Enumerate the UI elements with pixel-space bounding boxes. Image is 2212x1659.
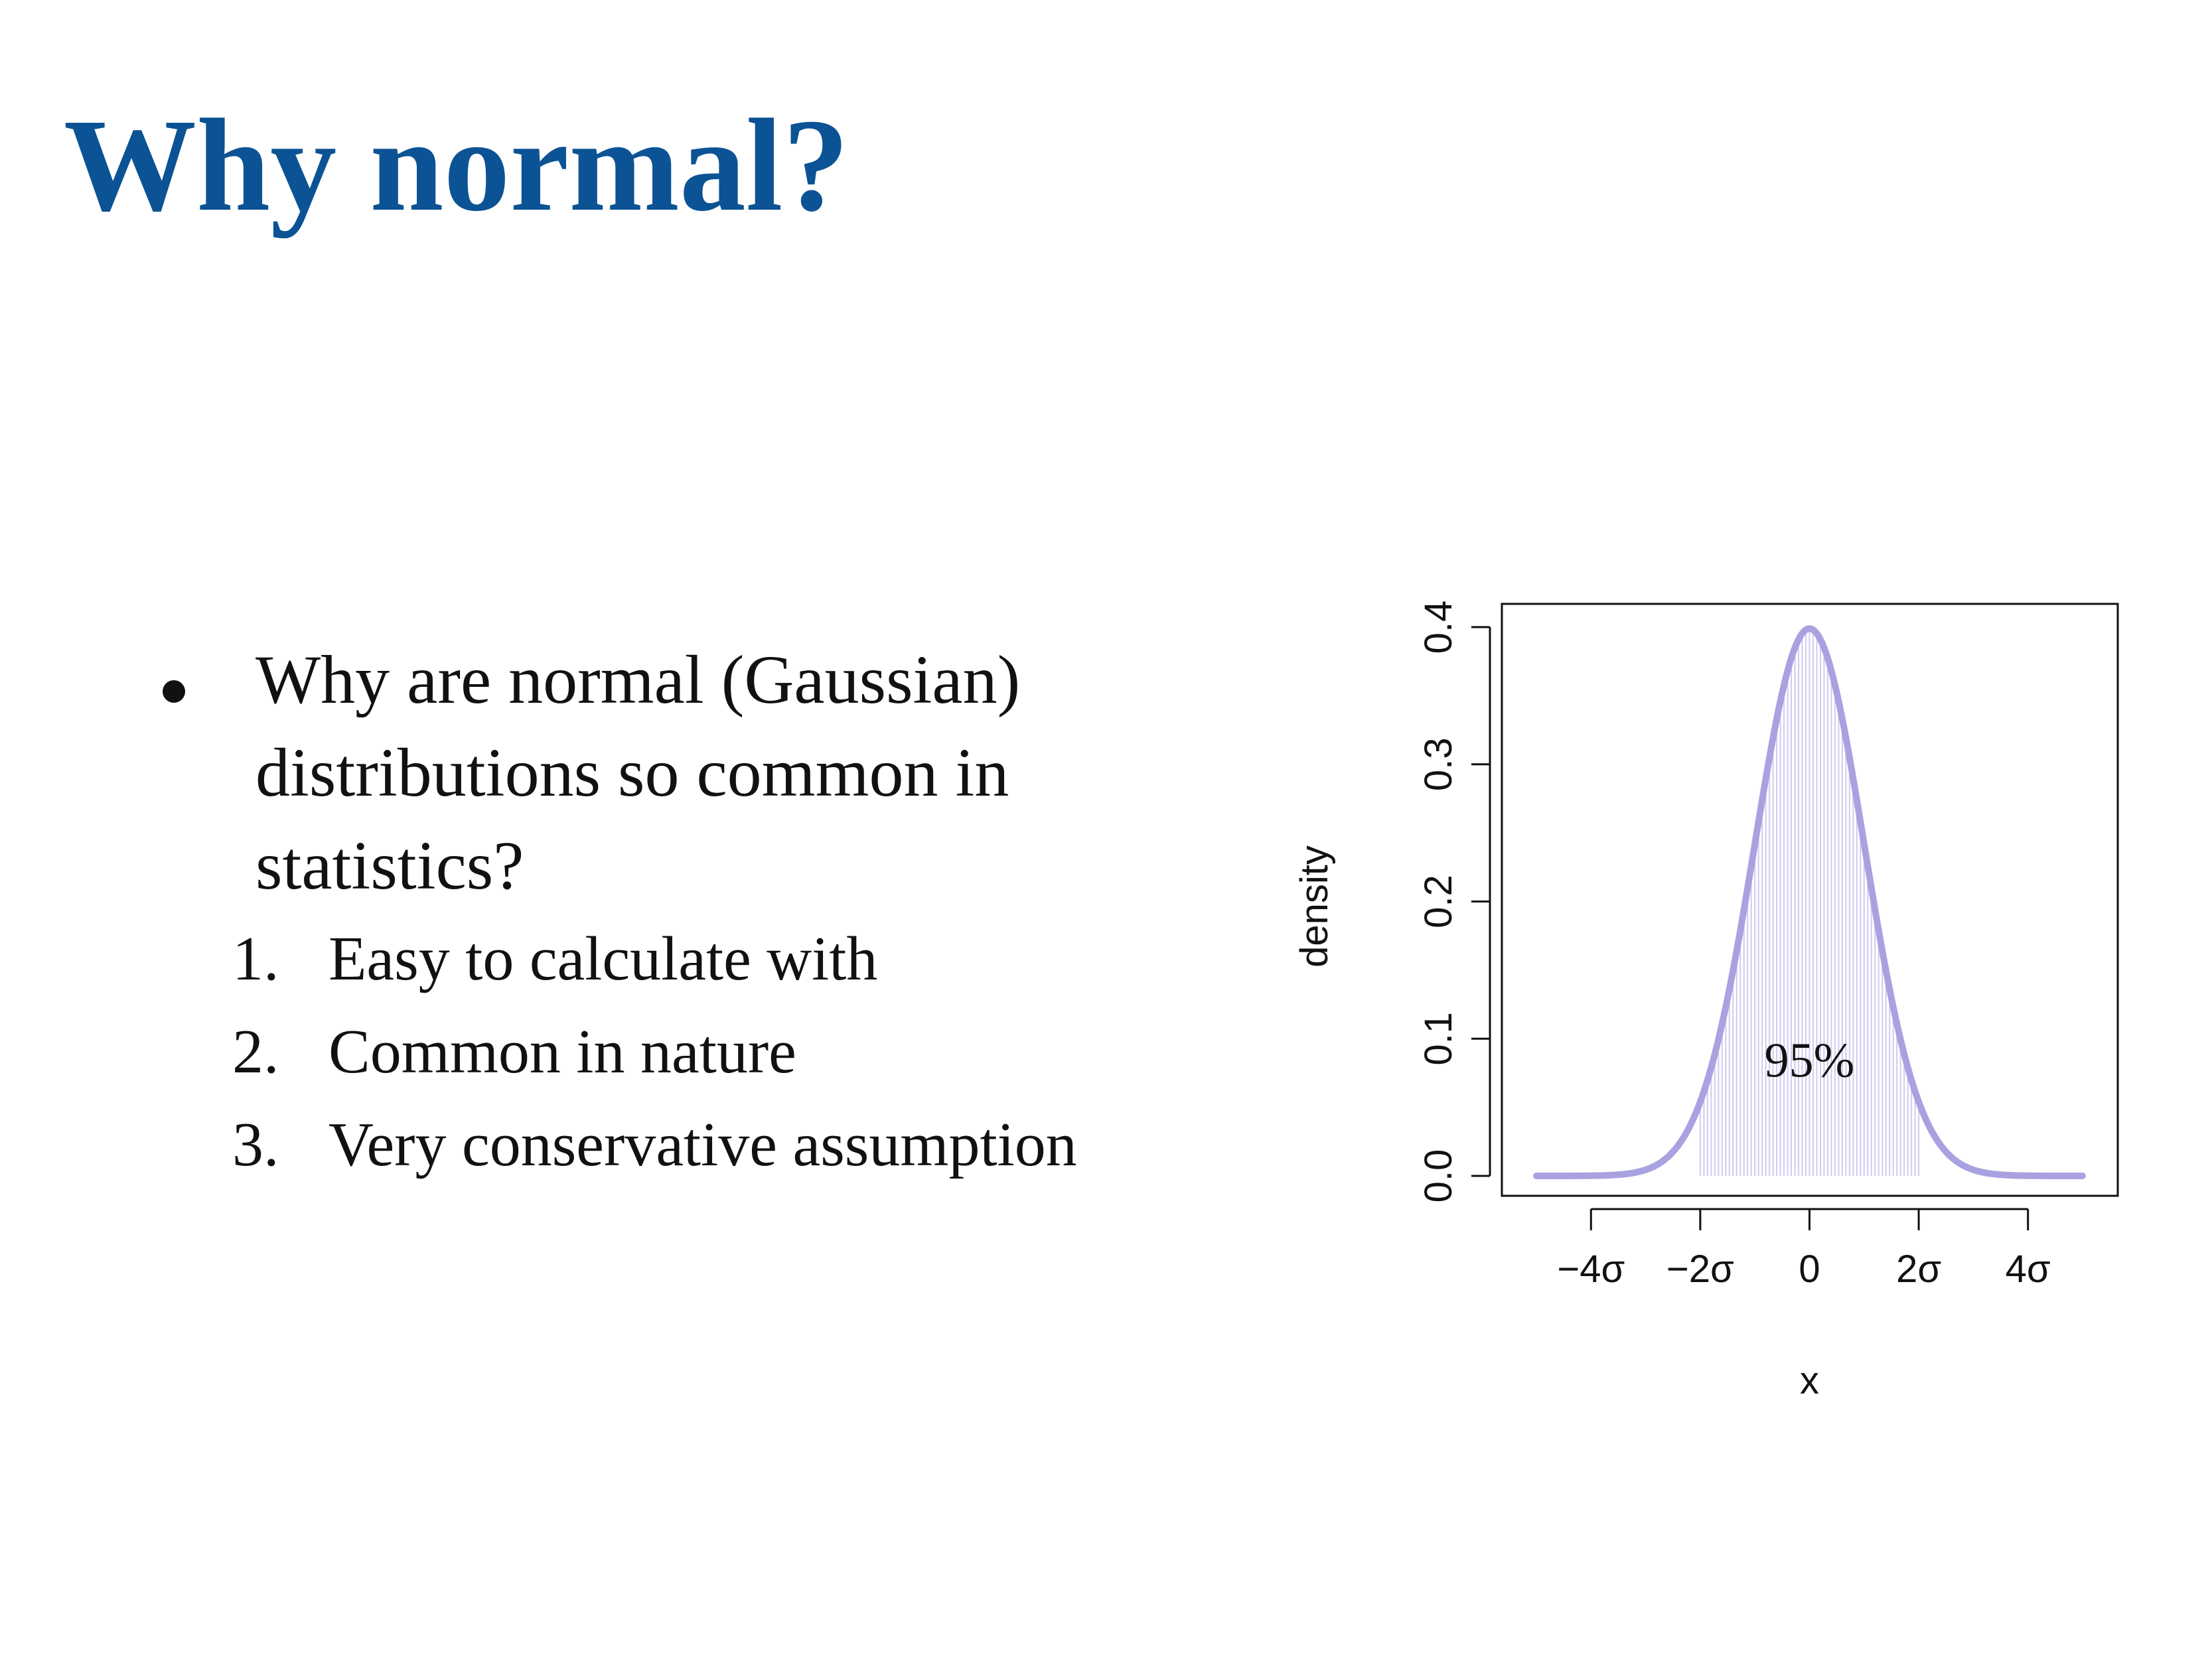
x-tick-label: 4σ (2006, 1248, 2051, 1291)
x-tick-label: −2σ (1666, 1248, 1734, 1291)
list-item: 1. Easy to calculate with (153, 912, 1188, 1005)
y-axis-label: density (1293, 845, 1336, 968)
y-axis-ticks: 0.0 0.1 0.2 0.3 0.4 (1417, 601, 1490, 1203)
x-tick-label: 2σ (1896, 1248, 1941, 1291)
numbered-list: 1. Easy to calculate with 2. Common in n… (153, 912, 1188, 1191)
normal-density-plot: 0.0 0.1 0.2 0.3 0.4 −4σ −2σ 0 2σ 4σ 95% x densit… (1293, 601, 2119, 1402)
list-item-number: 2. (232, 1017, 279, 1086)
bullet-item: Why are normal (Gaussian) distributions … (153, 634, 1188, 912)
y-tick-label: 0.3 (1417, 737, 1460, 791)
y-tick-label: 0.1 (1417, 1012, 1460, 1066)
normal-density-chart: 0.0 0.1 0.2 0.3 0.4 −4σ −2σ 0 2σ 4σ 95% x densit… (1254, 571, 2144, 1437)
list-item-text: Easy to calculate with (329, 924, 878, 993)
list-item-number: 3. (232, 1110, 279, 1179)
x-axis-ticks: −4σ −2σ 0 2σ 4σ (1557, 1209, 2051, 1291)
plot-frame (1501, 603, 2119, 1197)
x-axis-label: x (1800, 1359, 1819, 1402)
shaded-area (1699, 628, 1920, 1176)
x-tick-label: −4σ (1557, 1248, 1625, 1291)
list-item: 2. Common in nature (153, 1005, 1188, 1098)
x-tick-label: 0 (1799, 1248, 1820, 1291)
bullet-dot-icon (163, 680, 185, 703)
y-tick-label: 0.2 (1417, 875, 1460, 928)
list-item: 3. Very conservative assumption (153, 1098, 1188, 1191)
density-curve (1533, 625, 2086, 1179)
bullet-text: Why are normal (Gaussian) distributions … (256, 642, 1021, 904)
slide-title: Why normal? (64, 92, 849, 239)
shaded-region-label: 95% (1765, 1033, 1855, 1088)
list-item-text: Very conservative assumption (329, 1110, 1077, 1179)
list-item-number: 1. (232, 924, 279, 993)
slide-content: Why are normal (Gaussian) distributions … (153, 634, 1188, 1191)
y-tick-label: 0.4 (1417, 601, 1460, 654)
y-tick-label: 0.0 (1417, 1149, 1460, 1203)
list-item-text: Common in nature (329, 1017, 796, 1086)
